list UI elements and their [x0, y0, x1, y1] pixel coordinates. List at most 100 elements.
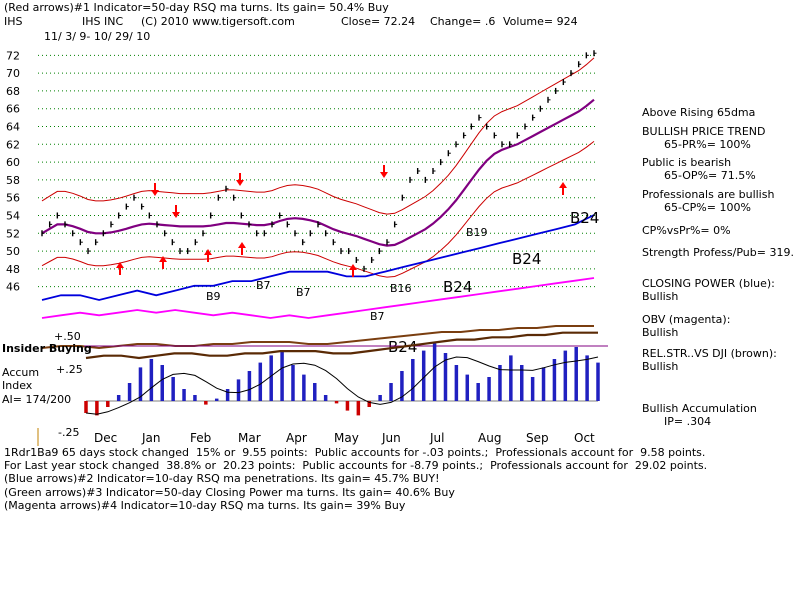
- sidebar-title: Bullish Accumulation: [642, 402, 757, 415]
- sidebar-title: BULLISH PRICE TREND: [642, 125, 766, 138]
- ticker-symbol: IHS: [4, 15, 23, 28]
- accum-average-line: [85, 356, 599, 415]
- y-tick-label: 62: [6, 138, 20, 151]
- insider-buying-label: Insider Buying: [2, 342, 92, 355]
- signal-label: B24: [570, 209, 599, 227]
- sidebar-detail: Bullish: [642, 326, 679, 339]
- signal-label: B9: [206, 290, 221, 303]
- price-axis-ticks: 46 48 50 52 54 56 58 60 62 64 66 68 70 72: [6, 49, 20, 293]
- footer-line-0: 1Rdr1Ba9 65 days stock changed 15% or 9.…: [4, 446, 706, 459]
- signal-arrow-head: [238, 242, 246, 248]
- sidebar-detail: Bullish: [642, 360, 679, 373]
- y-tick-label: 64: [6, 121, 20, 134]
- sidebar-block-1: BULLISH PRICE TREND 65-PR%= 100%: [642, 125, 766, 151]
- sidebar-title: Professionals are bullish: [642, 188, 775, 201]
- y-tick-label: 58: [6, 174, 20, 187]
- sidebar-title: Strength Profess/Pub= 319.: [642, 246, 794, 259]
- y-tick-label: 50: [6, 245, 20, 258]
- footer-line-3: (Green arrows)#3 Indicator=50-day Closin…: [4, 486, 455, 499]
- accum-top-level: +.50: [54, 330, 81, 343]
- x-tick-label: Apr: [286, 431, 307, 445]
- sidebar-block-0: Above Rising 65dma: [642, 106, 755, 119]
- x-tick-label: Sep: [526, 431, 549, 445]
- sidebar-title: CP%vsPr%= 0%: [642, 224, 731, 237]
- y-tick-label: 46: [6, 281, 20, 294]
- sidebar-title: Above Rising 65dma: [642, 106, 756, 119]
- signal-label: B7: [256, 279, 271, 292]
- signal-arrow-head: [116, 262, 124, 268]
- y-tick-label: 60: [6, 156, 20, 169]
- close-price: Close= 72.24: [341, 15, 416, 28]
- relstr-lower-line: [85, 331, 598, 360]
- sidebar-detail: Bullish: [642, 290, 679, 303]
- signal-arrow-head: [236, 180, 244, 186]
- signal-label: B24: [443, 278, 472, 296]
- company-name: IHS INC: [82, 15, 124, 28]
- x-tick-label: Oct: [574, 431, 595, 445]
- x-tick-label: Jan: [141, 431, 161, 445]
- indicator-line: [41, 277, 595, 319]
- x-tick-label: Aug: [478, 431, 501, 445]
- x-tick-label: Feb: [190, 431, 211, 445]
- price-bars: [41, 50, 597, 272]
- x-tick-label: Jul: [429, 431, 444, 445]
- signal-arrow-head: [559, 182, 567, 188]
- y-tick-label: 56: [6, 192, 20, 205]
- sidebar-block-3: Professionals are bullish 65-CP%= 100%: [642, 188, 774, 214]
- x-tick-label: Dec: [94, 431, 117, 445]
- sidebar-block-7: OBV (magenta): Bullish: [642, 313, 730, 339]
- accum-mid-level: +.25: [56, 363, 83, 376]
- signal-label: B16: [390, 282, 412, 295]
- signal-arrow-head: [172, 212, 180, 218]
- x-tick-label: Mar: [238, 431, 261, 445]
- sidebar-detail: 65-PR%= 100%: [664, 138, 751, 151]
- signal-arrow-head: [204, 249, 212, 255]
- indicator-lines: [41, 214, 595, 350]
- y-tick-label: 66: [6, 103, 20, 116]
- sidebar-block-6: CLOSING POWER (blue): Bullish: [642, 277, 775, 303]
- upper-band: [41, 57, 595, 215]
- signal-arrow-head: [159, 256, 167, 262]
- y-tick-label: 72: [6, 49, 20, 62]
- ai-value-label: AI= 174/200: [2, 393, 72, 406]
- signal-label: B7: [296, 286, 311, 299]
- y-tick-label: 48: [6, 263, 20, 276]
- index-label: Index: [2, 379, 33, 392]
- footer-line-1: For Last year stock changed 38.8% or 20.…: [4, 459, 708, 472]
- indicator-line: [41, 214, 595, 301]
- signal-arrow-head: [349, 264, 357, 270]
- sidebar-block-4: CP%vsPr%= 0%: [642, 224, 731, 237]
- accum-label: Accum: [2, 366, 40, 379]
- indicator-line: [41, 325, 594, 350]
- signal-label: B24: [512, 250, 541, 268]
- sidebar-title: OBV (magenta):: [642, 313, 731, 326]
- sidebar-detail: IP= .304: [664, 415, 712, 428]
- y-tick-label: 70: [6, 67, 20, 80]
- signal-arrows: [116, 165, 567, 277]
- sidebar-title: Public is bearish: [642, 156, 732, 169]
- signal-label: B7: [370, 310, 385, 323]
- signal-arrow-head: [151, 190, 159, 196]
- sidebar-block-5: Strength Profess/Pub= 319.: [642, 246, 794, 259]
- sidebar-block-2: Public is bearish 65-OP%= 71.5%: [642, 156, 756, 182]
- y-tick-label: 68: [6, 85, 20, 98]
- price-change: Change= .6: [430, 15, 496, 28]
- sidebar-detail: 65-CP%= 100%: [664, 201, 751, 214]
- accum-bottom-level: -.25: [58, 426, 80, 439]
- sidebar-title: REL.STR..VS DJI (brown):: [642, 347, 777, 360]
- chart-signal-line: (Red arrows)#1 Indicator=50-day RSQ ma t…: [4, 1, 389, 14]
- footer-line-4: (Magenta arrows)#4 Indicator=10-day RSQ …: [4, 499, 406, 512]
- x-tick-label: Jun: [381, 431, 401, 445]
- month-axis-labels: Dec Jan Feb Mar Apr May Jun Jul Aug Sep Oct: [94, 431, 595, 445]
- footer-line-2: (Blue arrows)#2 Indicator=10-day RSQ ma …: [4, 472, 440, 485]
- x-tick-label: May: [334, 431, 359, 445]
- sidebar-title: CLOSING POWER (blue):: [642, 277, 775, 290]
- copyright: (C) 2010 www.tigersoft.com: [141, 15, 295, 28]
- signal-arrow-head: [380, 172, 388, 178]
- sidebar-detail: 65-OP%= 71.5%: [664, 169, 756, 182]
- y-tick-label: 52: [6, 227, 20, 240]
- price-gridlines: [38, 54, 598, 288]
- sidebar-block-9: Bullish Accumulation IP= .304: [642, 402, 757, 428]
- volume: Volume= 924: [503, 15, 578, 28]
